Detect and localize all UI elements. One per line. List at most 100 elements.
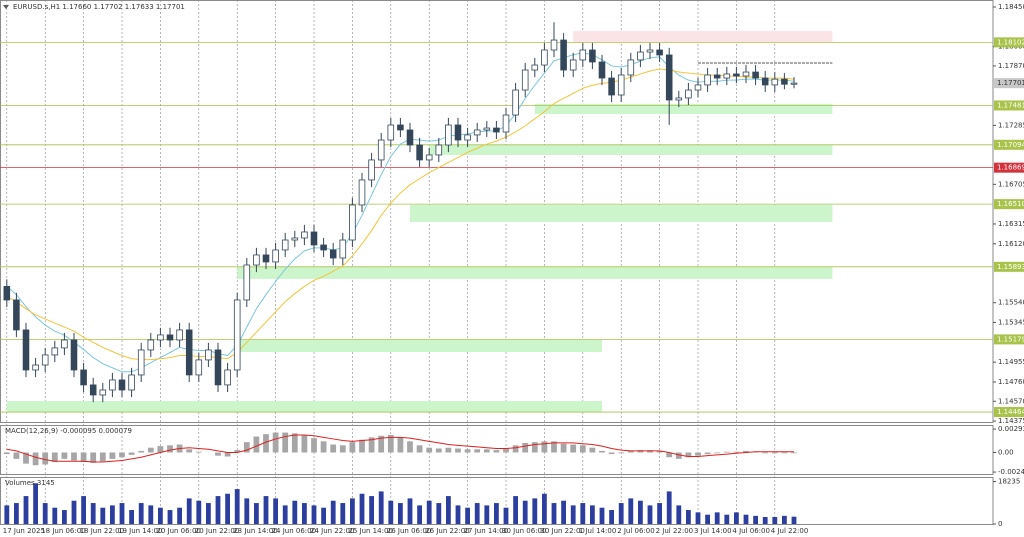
macd-bar (416, 445, 423, 453)
macd-bar (579, 445, 586, 453)
candle-body (13, 299, 20, 331)
candle-body (521, 69, 529, 91)
candle-body (368, 159, 375, 181)
candle-body (339, 239, 347, 259)
candle-body (742, 71, 750, 77)
volume-bar (4, 505, 10, 524)
candle-body (185, 329, 193, 376)
candle-body (733, 73, 740, 77)
y-tick-label: -0.002458 (998, 468, 1024, 476)
volume-bar (772, 517, 778, 524)
candle-body (205, 349, 212, 361)
volume-bar (465, 507, 470, 524)
level-label-box (994, 37, 1024, 48)
volume-bar (609, 510, 614, 524)
candle-body (781, 78, 788, 85)
x-tick-label: 26 Jun 22:00 (425, 527, 469, 535)
macd-bar (675, 452, 682, 459)
candle-body (147, 339, 155, 351)
volume-bar (714, 512, 720, 524)
candle-body (349, 204, 356, 241)
x-tick-label: 2 Jul 06:00 (617, 527, 655, 535)
volume-bar (580, 503, 586, 524)
macd-bar (608, 452, 615, 455)
volume-bar (705, 514, 710, 524)
macd-bar (656, 450, 663, 453)
volume-bar (263, 496, 269, 524)
macd-bar (618, 452, 625, 454)
macd-bar (243, 442, 250, 453)
price-zone (237, 339, 602, 352)
candle-body (137, 349, 145, 376)
candle-body (80, 369, 87, 386)
volume-bar (724, 514, 730, 524)
volume-bar (686, 510, 691, 524)
x-tick-label: 18 Jun 06:00 (41, 527, 85, 535)
macd-bar (378, 435, 385, 453)
volume-bar (561, 500, 566, 524)
macd-bar (714, 452, 721, 454)
volume-bar (119, 503, 125, 524)
volume-bar (743, 514, 749, 524)
candle-body (272, 249, 279, 263)
candle-body (435, 144, 443, 156)
candle-body (176, 329, 183, 341)
menu-icon[interactable] (3, 5, 9, 9)
volume-bar (234, 489, 240, 524)
macd-bar (167, 445, 173, 453)
macd-bar (61, 452, 68, 459)
level-label: 1.14464 (997, 408, 1024, 416)
candle-body (723, 73, 731, 79)
volume-bar (484, 505, 490, 524)
x-tick-label: 4 Jul 06:00 (732, 527, 770, 535)
volume-bar (33, 483, 38, 524)
macd-bar (627, 450, 634, 453)
last-price-box (994, 78, 1024, 89)
volume-bar (244, 498, 250, 524)
volume-bar (762, 517, 768, 524)
volume-bar (532, 498, 538, 524)
candle-body (704, 74, 711, 86)
volume-bar (599, 507, 605, 524)
volume-bar (148, 505, 154, 524)
macd-bar (186, 449, 193, 453)
candle-body (397, 124, 404, 131)
volume-bar (311, 505, 317, 524)
volume-bar (522, 500, 528, 524)
volume-bar (167, 510, 173, 524)
volume-bar (321, 507, 326, 524)
volume-bar (753, 515, 758, 524)
volume-bar (494, 503, 499, 524)
level-label-box (994, 334, 1024, 345)
macd-bar (301, 434, 308, 453)
candle-body (637, 51, 644, 61)
candle-body (32, 364, 39, 371)
candle-body (262, 254, 270, 263)
level-label-box (994, 261, 1024, 272)
macd-bar (138, 450, 145, 453)
y-tick-label: 1.17285 (998, 121, 1024, 129)
volume-bar (90, 503, 96, 524)
volume-bar (542, 493, 547, 524)
macd-bar (368, 437, 375, 453)
candle-body (214, 349, 222, 386)
volume-bar (71, 500, 77, 524)
macd-bar (99, 452, 106, 462)
panel-frame (0, 425, 994, 475)
macd-bar (311, 438, 317, 453)
macd-bar (791, 452, 797, 454)
x-tick-label: 30 Jun 22:00 (540, 527, 584, 535)
candle-body (89, 384, 97, 396)
volume-bar (177, 507, 182, 524)
macd-bar (503, 448, 509, 453)
candle-body (233, 299, 241, 371)
candle-body (166, 334, 174, 341)
candle-body (406, 129, 414, 146)
macd-bar (224, 452, 231, 457)
macd-bar (51, 452, 58, 463)
candle-body (502, 114, 510, 133)
candle-body (425, 154, 433, 161)
candle-body (253, 254, 260, 266)
candle-body (579, 49, 587, 61)
volume-bar (42, 503, 48, 524)
